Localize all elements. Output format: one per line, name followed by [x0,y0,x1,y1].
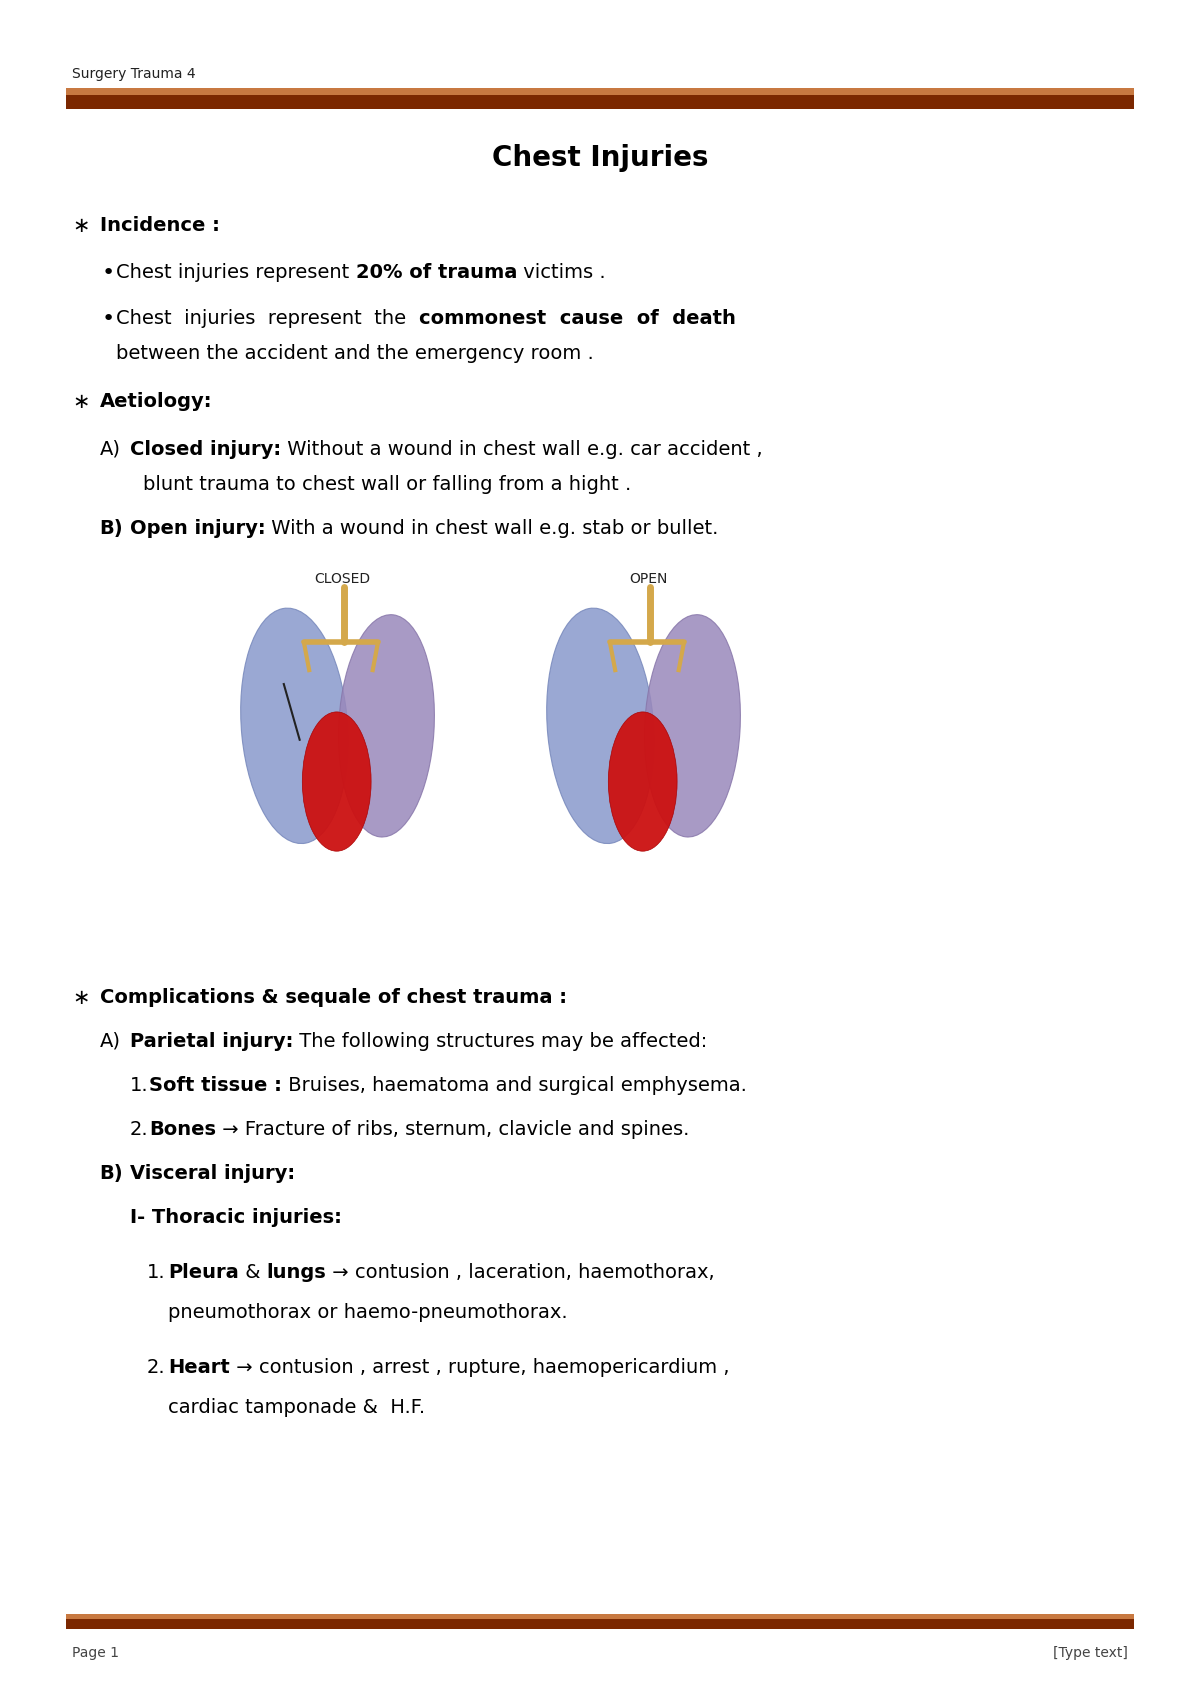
Text: Complications & sequale of chest trauma :: Complications & sequale of chest trauma … [100,988,566,1006]
Text: The following structures may be affected:: The following structures may be affected… [293,1032,707,1050]
Text: With a wound in chest wall e.g. stab or bullet.: With a wound in chest wall e.g. stab or … [265,519,719,538]
Ellipse shape [608,713,677,852]
Text: lungs: lungs [266,1263,326,1281]
Text: blunt trauma to chest wall or falling from a hight .: blunt trauma to chest wall or falling fr… [143,475,631,494]
Text: Open injury:: Open injury: [130,519,265,538]
Text: Aetiology:: Aetiology: [100,392,212,411]
Ellipse shape [644,614,740,837]
Text: Chest injuries represent: Chest injuries represent [116,263,356,282]
Text: Parietal injury:: Parietal injury: [130,1032,293,1050]
Text: pneumothorax or haemo-pneumothorax.: pneumothorax or haemo-pneumothorax. [168,1303,568,1322]
Text: Chest Injuries: Chest Injuries [492,144,708,171]
Text: A): A) [100,440,121,458]
Text: •: • [102,263,115,283]
Text: 1.: 1. [130,1076,149,1095]
Ellipse shape [547,608,654,843]
Text: cardiac tamponade &  H.F.: cardiac tamponade & H.F. [168,1398,425,1417]
Text: Pleura: Pleura [168,1263,239,1281]
Text: •: • [102,309,115,329]
Text: ∗: ∗ [72,216,90,236]
Text: Bones: Bones [149,1120,216,1139]
Text: commonest  cause  of  death: commonest cause of death [419,309,736,328]
Text: 2.: 2. [146,1358,166,1376]
Text: Chest  injuries  represent  the: Chest injuries represent the [116,309,419,328]
Bar [66,95,1134,109]
Ellipse shape [302,713,371,852]
Text: between the accident and the emergency room .: between the accident and the emergency r… [116,344,594,363]
Ellipse shape [338,614,434,837]
Text: Heart: Heart [168,1358,229,1376]
Text: → contusion , arrest , rupture, haemopericardium ,: → contusion , arrest , rupture, haemoper… [229,1358,730,1376]
Text: → Fracture of ribs, sternum, clavicle and spines.: → Fracture of ribs, sternum, clavicle an… [216,1120,689,1139]
Text: 2.: 2. [130,1120,149,1139]
Text: A): A) [100,1032,121,1050]
Text: &: & [239,1263,266,1281]
Text: B): B) [100,519,124,538]
Text: Page 1: Page 1 [72,1646,119,1660]
Text: B): B) [100,1164,124,1183]
Text: Closed injury:: Closed injury: [130,440,281,458]
Text: → contusion , laceration, haemothorax,: → contusion , laceration, haemothorax, [326,1263,715,1281]
Text: Surgery Trauma 4: Surgery Trauma 4 [72,68,196,81]
Bar [66,1614,1134,1619]
Text: Without a wound in chest wall e.g. car accident ,: Without a wound in chest wall e.g. car a… [281,440,762,458]
Text: OPEN: OPEN [629,572,667,585]
Text: CLOSED: CLOSED [314,572,370,585]
Text: Soft tissue :: Soft tissue : [149,1076,282,1095]
Text: ∗: ∗ [72,392,90,412]
Text: 1.: 1. [146,1263,166,1281]
Text: [Type text]: [Type text] [1054,1646,1128,1660]
Text: Incidence :: Incidence : [100,216,220,234]
Text: Visceral injury:: Visceral injury: [130,1164,295,1183]
Bar [66,1619,1134,1629]
Text: Bruises, haematoma and surgical emphysema.: Bruises, haematoma and surgical emphysem… [282,1076,746,1095]
Bar [66,88,1134,95]
Ellipse shape [241,608,348,843]
Text: victims .: victims . [517,263,606,282]
Text: I- Thoracic injuries:: I- Thoracic injuries: [130,1208,342,1227]
Text: 20% of trauma: 20% of trauma [356,263,517,282]
Text: ∗: ∗ [72,988,90,1008]
